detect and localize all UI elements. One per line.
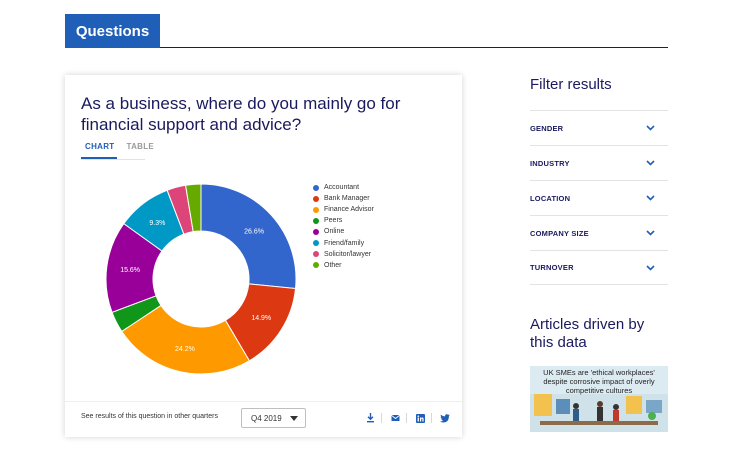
chevron-down-icon [646,160,655,166]
email-icon[interactable] [390,413,400,423]
legend-label: Friend/family [324,239,365,247]
chevron-down-icon [646,125,655,131]
filter-gender[interactable]: GENDER [530,110,668,145]
legend-item: Friend/family [313,237,374,248]
legend-label: Other [324,261,342,269]
view-tabs: CHART TABLE [81,142,162,159]
download-icon[interactable] [365,413,375,423]
filter-label: GENDER [530,123,564,133]
filter-label: TURNOVER [530,263,574,272]
donut-chart: 26.6% 14.9% 24.2% 15.6% 9.3% [105,183,297,375]
twitter-icon[interactable] [440,413,450,423]
filter-location[interactable]: LOCATION [530,180,668,215]
legend-item: Solicitor/lawyer [313,249,374,260]
donut-slice [200,183,297,290]
legend-swatch [313,262,319,269]
slice-label: 9.3% [149,220,165,227]
articles-title: Articles driven by this data [530,316,645,351]
legend-item: Peers [313,215,374,226]
filter-turnover[interactable]: TURNOVER [530,250,668,285]
donut-slice [121,304,251,375]
filter-label: LOCATION [530,193,571,203]
share-separator [406,413,407,423]
filter-company-size[interactable]: COMPANY SIZE [530,215,668,250]
tab-chart[interactable]: CHART [81,142,117,159]
donut-slice [184,183,202,233]
chevron-down-icon [646,264,655,271]
legend-label: Online [324,228,345,236]
article-caption: UK SMEs are 'ethical workplaces' despite… [543,368,655,395]
chevron-down-icon [646,195,655,201]
legend-label: Peers [324,217,343,225]
linkedin-icon[interactable] [415,413,425,423]
header-divider [160,47,668,48]
quarter-select-value: Q4 2019 [251,413,282,423]
legend-item: Finance Advisor [313,204,374,215]
legend-item: Other [313,260,374,271]
questions-tab[interactable]: Questions [65,14,160,48]
share-separator [431,413,432,423]
tabs-divider [81,159,145,160]
legend-label: Solicitor/lawyer [324,250,372,258]
article-illustration [530,366,668,432]
legend-item: Bank Manager [313,193,374,204]
legend-swatch [313,195,319,202]
caret-down-icon [290,416,298,421]
question-title: As a business, where do you mainly go fo… [81,94,401,134]
legend-swatch [313,184,319,191]
legend-swatch [313,240,319,247]
slice-label: 15.6% [120,267,140,274]
other-quarters-text: See results of this question in other qu… [81,413,218,420]
footer-divider [65,401,462,402]
share-separator [381,413,382,423]
legend-swatch [313,251,319,258]
legend-label: Finance Advisor [324,206,374,214]
legend-swatch [313,206,319,213]
filter-results-title: Filter results [530,76,612,93]
slice-label: 14.9% [251,315,271,322]
legend-item: Accountant [313,182,374,193]
slice-label: 26.6% [244,229,264,236]
legend-label: Accountant [324,184,360,192]
chart-legend: Accountant Bank Manager Finance Advisor Pee… [313,182,374,271]
legend-swatch [313,228,319,235]
tab-table[interactable]: TABLE [126,142,155,151]
quarter-select[interactable]: Q4 2019 [241,408,306,428]
article-thumbnail[interactable]: UK SMEs are 'ethical workplaces' despite… [530,366,668,432]
filter-label: COMPANY SIZE [530,228,589,238]
question-card: As a business, where do you mainly go fo… [65,75,462,437]
legend-swatch [313,217,319,224]
legend-label: Bank Manager [324,195,370,203]
filter-label: INDUSTRY [530,158,570,168]
slice-label: 24.2% [175,346,195,353]
legend-item: Online [313,226,374,237]
filter-industry[interactable]: INDUSTRY [530,145,668,180]
chevron-down-icon [646,230,655,236]
